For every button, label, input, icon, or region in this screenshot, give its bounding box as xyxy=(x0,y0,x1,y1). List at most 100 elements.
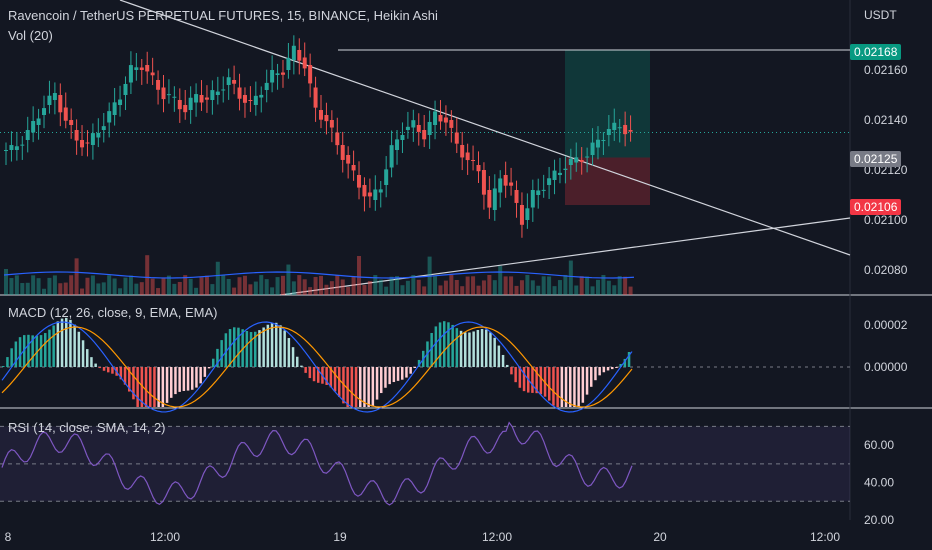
macd-histogram-bar xyxy=(577,367,580,407)
candle xyxy=(465,152,470,161)
candle xyxy=(128,65,133,83)
macd-histogram-bar xyxy=(60,318,64,367)
candle xyxy=(487,190,492,208)
volume-bar xyxy=(400,285,405,295)
macd-histogram-bar xyxy=(212,358,215,367)
macd-histogram-bar xyxy=(144,367,148,407)
macd-histogram-bar xyxy=(123,367,127,385)
volume-bar xyxy=(221,275,226,295)
macd-histogram-bar xyxy=(430,332,433,367)
volume-bar xyxy=(628,286,633,295)
candle xyxy=(552,170,557,180)
volume-bar xyxy=(373,275,378,295)
volume-bar xyxy=(612,285,617,295)
volume-bar xyxy=(443,280,448,295)
time-tick-label: 12:00 xyxy=(810,530,840,544)
candle xyxy=(188,97,193,110)
macd-histogram-bar xyxy=(564,367,568,407)
candle xyxy=(449,120,454,128)
macd-histogram-bar xyxy=(371,367,375,407)
candle xyxy=(623,125,628,135)
macd-histogram-bar xyxy=(241,329,244,367)
macd-histogram-bar xyxy=(136,367,139,407)
candle xyxy=(329,120,334,128)
volume-bar xyxy=(248,284,253,295)
candle xyxy=(107,111,112,123)
volume-bar xyxy=(433,276,438,295)
volume-bar xyxy=(547,276,552,295)
time-tick-label: 19 xyxy=(333,530,347,544)
candle xyxy=(509,182,514,186)
macd-histogram-bar xyxy=(476,329,480,367)
macd-histogram-bar xyxy=(186,367,190,391)
macd-histogram-bar xyxy=(396,367,400,381)
candle xyxy=(335,132,340,146)
volume-bar xyxy=(280,275,285,295)
candle xyxy=(253,95,258,105)
candle xyxy=(221,89,226,91)
macd-histogram-bar xyxy=(602,367,606,373)
volume-bar xyxy=(25,282,30,295)
macd-pane xyxy=(0,317,850,413)
macd-histogram-bar xyxy=(140,367,144,407)
macd-histogram-bar xyxy=(304,367,307,373)
macd-histogram-bar xyxy=(111,367,114,374)
macd-histogram-bar xyxy=(224,333,228,367)
macd-histogram-bar xyxy=(539,367,543,395)
volume-bar xyxy=(449,275,454,295)
volume-bar xyxy=(395,276,400,295)
macd-histogram-bar xyxy=(522,367,526,392)
candle xyxy=(183,105,188,113)
macd-histogram-bar xyxy=(195,367,198,388)
macd-histogram-bar xyxy=(296,356,299,367)
candle xyxy=(259,94,264,98)
candle xyxy=(433,111,438,125)
macd-histogram-bar xyxy=(86,349,89,367)
candle xyxy=(264,82,269,90)
volume-bar xyxy=(183,275,188,295)
candle xyxy=(232,80,237,84)
candle xyxy=(302,57,307,69)
volume-bar xyxy=(101,282,106,295)
macd-histogram-bar xyxy=(468,332,471,367)
macd-histogram-bar xyxy=(459,330,463,367)
candle xyxy=(177,100,182,110)
candle xyxy=(400,134,405,140)
volume-bar xyxy=(509,276,514,295)
volume-bar xyxy=(340,279,345,295)
macd-histogram-bar xyxy=(619,364,622,367)
macd-histogram-bar xyxy=(380,367,383,394)
macd-histogram-bar xyxy=(178,367,181,392)
volume-bar xyxy=(150,278,155,295)
macd-histogram-bar xyxy=(287,338,291,367)
candle xyxy=(536,190,541,195)
macd-histogram-bar xyxy=(384,367,387,388)
candle xyxy=(150,72,155,76)
candle xyxy=(112,102,117,115)
volume-ma-line xyxy=(3,271,635,279)
volume-bar xyxy=(232,287,237,295)
macd-histogram-bar xyxy=(346,367,349,407)
volume-bar xyxy=(465,276,470,295)
volume-bar xyxy=(242,275,247,295)
candle xyxy=(297,50,302,61)
macd-histogram-bar xyxy=(254,331,257,367)
volume-bar xyxy=(552,286,557,295)
volume-bar xyxy=(47,277,52,295)
volume-bar xyxy=(166,275,171,295)
macd-histogram-bar xyxy=(31,335,34,367)
volume-bar xyxy=(188,278,193,295)
macd-histogram-bar xyxy=(56,321,60,367)
candle xyxy=(405,126,410,130)
candle xyxy=(145,65,150,72)
volume-bar xyxy=(329,281,334,295)
volume-bar xyxy=(107,275,112,295)
macd-histogram-bar xyxy=(77,331,81,367)
candle xyxy=(25,130,30,140)
volume-bar xyxy=(270,287,275,295)
candle xyxy=(156,80,161,90)
volume-bar xyxy=(563,275,568,295)
volume-bar xyxy=(335,275,340,295)
macd-histogram-bar xyxy=(266,324,270,367)
volume-bar xyxy=(438,285,443,295)
